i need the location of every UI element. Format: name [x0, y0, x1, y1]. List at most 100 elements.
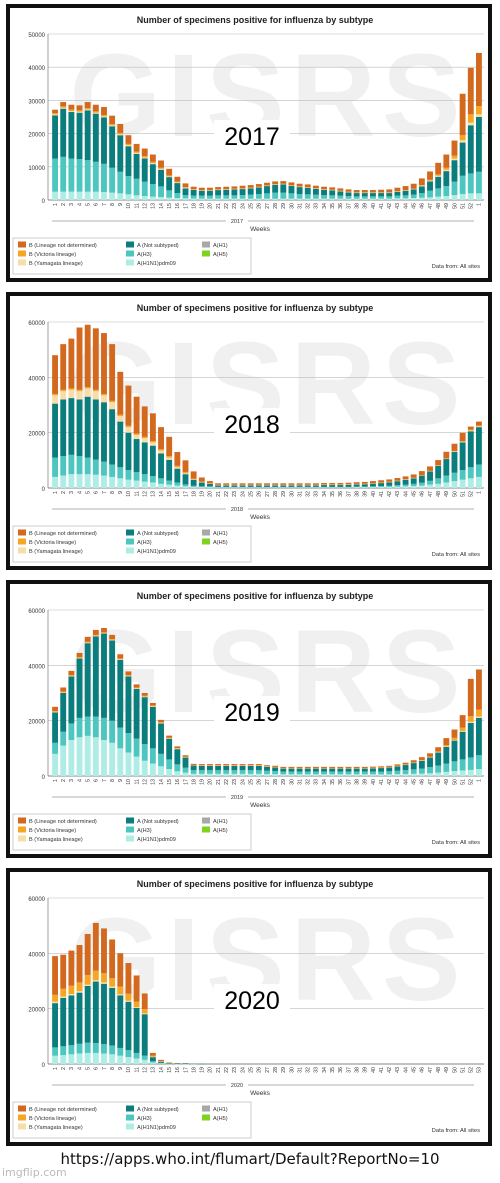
chart-panel-2018: Number of specimens positive for influen… [6, 292, 492, 570]
bars [52, 324, 482, 488]
bar-segment-b_nd [182, 755, 189, 757]
bar-segment-a_ns [101, 402, 107, 462]
bar-segment-a_h3 [182, 195, 189, 199]
x-tick-label: 15 [167, 779, 173, 785]
legend-label-b_yam: B (Yamagata lineage) [29, 261, 83, 267]
bar-segment-a_ns [101, 117, 107, 164]
x-tick-label: 36 [338, 491, 344, 497]
bar-segment-b_nd [125, 963, 132, 994]
bar-segment-a_ns [264, 186, 270, 194]
bar-segment-a_h1n1 [60, 191, 67, 200]
bar-segment-a_h1n1 [117, 193, 124, 200]
data-source-note: Data from: All sites [432, 264, 480, 270]
bar-segment-a_ns [386, 482, 393, 486]
bar-segment-a_h3 [60, 1046, 67, 1056]
bar-segment-a_ns [141, 1014, 148, 1056]
y-tick-label: 0 [42, 199, 46, 205]
bar-segment-b_nd [190, 471, 197, 479]
bar-segment-a_h1n1 [418, 485, 425, 488]
bar-segment-a_ns [386, 193, 393, 197]
x-tick-label: 30 [289, 779, 295, 785]
x-tick-label: 1 [477, 203, 483, 206]
bar-segment-a_h1n1 [109, 192, 116, 200]
x-tick-label: 34 [322, 203, 328, 209]
bar-segment-a_ns [60, 108, 67, 157]
bar-segment-a_h1n1 [410, 773, 417, 776]
bar-segment-b_nd [158, 427, 164, 450]
x-tick-label: 21 [216, 1067, 222, 1073]
x-tick-label: 34 [322, 1067, 328, 1073]
bar-segment-b_nd [182, 183, 189, 188]
bar-segment-a_h3 [125, 1050, 132, 1058]
bar-segment-b_nd [223, 764, 230, 766]
year-annotation: 2020 [224, 987, 280, 1015]
bar-segment-b_yam [109, 125, 116, 127]
bar-segment-a_h3 [272, 192, 279, 199]
bar-segment-a_ns [68, 995, 75, 1046]
bar-segment-b_nd [207, 764, 213, 766]
bar-segment-a_h1n1 [402, 774, 409, 776]
x-tick-label: 48 [436, 779, 442, 785]
bar-segment-a_ns [215, 485, 222, 487]
bar-segment-a_h1n1 [353, 198, 360, 200]
bar-segment-a_h3 [427, 480, 433, 485]
bar-segment-b_nd [101, 928, 107, 974]
x-tick-label: 39 [363, 203, 369, 209]
bar-segment-b_vic [149, 1055, 156, 1057]
bar-segment-a_h3 [459, 759, 466, 771]
x-tick-label: 35 [330, 1067, 336, 1073]
bar-segment-b_nd [378, 480, 385, 483]
bar-segment-b_nd [394, 478, 401, 481]
bar-segment-b_vic [101, 632, 107, 633]
bar-segment-b_nd [410, 474, 417, 478]
chart-title: Number of specimens positive for influen… [137, 15, 374, 25]
bar-segment-a_ns [255, 765, 262, 771]
bar-segment-b_vic [467, 429, 474, 431]
legend-swatch-a_ns [126, 241, 134, 248]
bar-segment-b_nd [459, 432, 466, 442]
bar-segment-b_yam [133, 688, 140, 689]
x-tick-label: 49 [444, 1067, 450, 1073]
bar-segment-b_yam [92, 635, 99, 637]
bar-segment-b_nd [255, 184, 262, 187]
bar-segment-b_nd [223, 186, 230, 190]
bar-segment-b_yam [76, 111, 83, 113]
bar-segment-b_nd [198, 764, 205, 766]
x-tick-label: 39 [363, 779, 369, 785]
bar-segment-b_yam [451, 158, 458, 161]
bar-segment-a_ns [190, 765, 197, 771]
x-tick-label: 14 [159, 203, 165, 209]
bar-segment-b_nd [68, 104, 75, 110]
bar-segment-b_nd [190, 763, 197, 765]
bar-segment-b_vic [125, 675, 132, 676]
x-tick-label: 46 [420, 779, 426, 785]
bar-segment-a_h1n1 [451, 195, 458, 200]
x-tick-label: 42 [387, 779, 393, 785]
bar-segment-b_nd [239, 764, 246, 766]
bar-segment-b_vic [459, 135, 466, 141]
x-tick-label: 52 [469, 1067, 475, 1073]
bar-segment-a_h3 [190, 770, 197, 774]
bar-segment-a_h1n1 [149, 1062, 156, 1064]
bar-segment-b_yam [84, 388, 91, 397]
bar-segment-b_nd [337, 483, 344, 485]
bar-segment-a_h3 [296, 771, 303, 775]
bar-segment-b_vic [92, 634, 99, 636]
bar-segment-a_ns [288, 485, 295, 487]
bar-segment-b_vic [158, 167, 164, 169]
bar-segment-a_h1n1 [353, 487, 360, 488]
bar-segment-a_h3 [109, 464, 116, 477]
bar-segment-a_ns [443, 171, 450, 187]
x-tick-label: 49 [444, 779, 450, 785]
bar-segment-a_h3 [394, 770, 401, 775]
bar-segment-a_h1n1 [125, 194, 132, 200]
chart-svg-2019: Number of specimens positive for influen… [12, 591, 484, 851]
bar-segment-b_nd [345, 482, 352, 485]
bar-segment-b_vic [60, 988, 67, 997]
bar-segment-a_ns [223, 765, 230, 771]
bar-segment-a_h3 [231, 486, 238, 488]
legend-swatch-b_vic [18, 250, 26, 257]
bar-segment-a_ns [353, 484, 360, 487]
bar-segment-a_ns [255, 187, 262, 195]
bar-segment-b_vic [125, 425, 132, 428]
